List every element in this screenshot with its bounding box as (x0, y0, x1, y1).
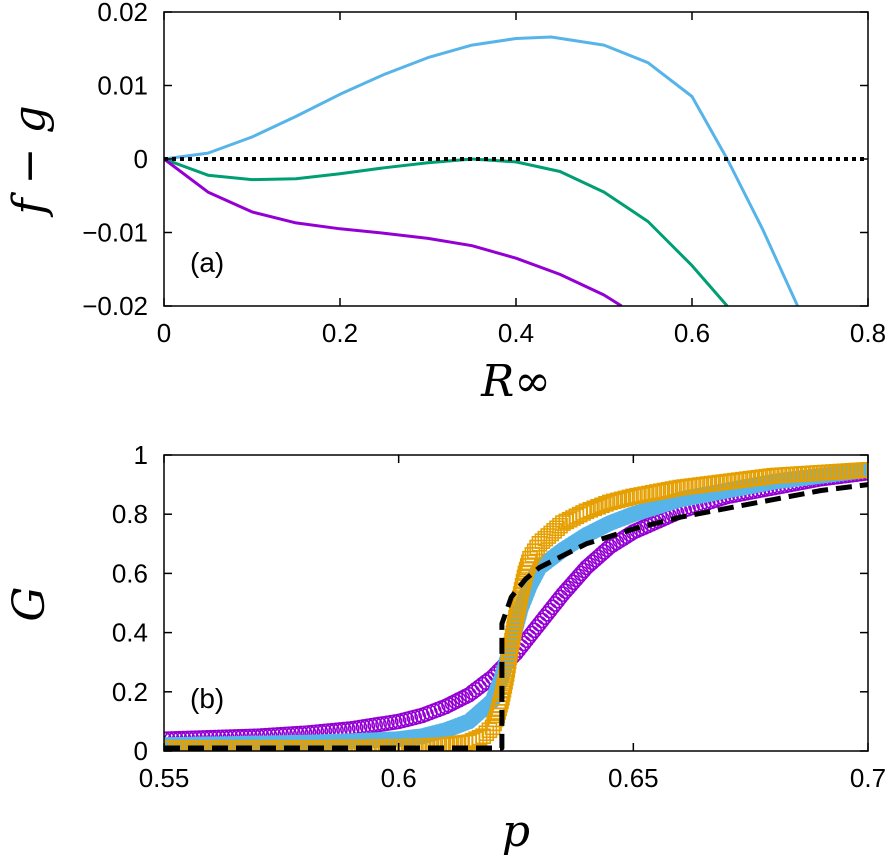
marker-open-square (613, 491, 630, 508)
panel-b-xlabel: p (502, 806, 530, 857)
x-tick-label: 0.2 (322, 318, 358, 348)
marker-open-circle (581, 557, 598, 573)
marker-open-square (586, 500, 603, 517)
y-tick-label: 0 (134, 144, 148, 174)
x-tick-label: 0.7 (850, 763, 886, 793)
panel-b-label: (b) (190, 683, 224, 714)
series-line-a-1 (164, 157, 729, 306)
panel-a-xlabel: R∞ (480, 356, 551, 407)
marker-open-square (594, 497, 610, 514)
panel-a-ylabel: f − g (4, 105, 55, 217)
marker-open-circle (590, 549, 606, 565)
panel-b: 0.55 0.6 0.65 0.7 0 0.2 0.4 0.6 0.8 1 (b) p G (4, 440, 886, 857)
y-tick-label: 0.2 (112, 677, 148, 707)
marker-open-square (602, 494, 618, 511)
x-tick-label: 0.65 (608, 763, 659, 793)
series-line-a-0 (164, 35, 799, 306)
marker-open-circle (578, 559, 595, 576)
y-tick-label: 0.01 (97, 71, 148, 101)
y-tick-label: 1 (134, 440, 148, 470)
panel-a-curves (164, 35, 868, 306)
marker-open-circle (568, 571, 584, 588)
y-tick-label: 0.4 (112, 618, 148, 648)
marker-open-circle (562, 577, 579, 594)
plot-area-b (164, 461, 868, 751)
panel-a-ticks: 0 0.2 0.4 0.6 0.8 −0.02 −0.01 0 0.01 0.02 (82, 0, 886, 348)
marker-open-circle (565, 574, 582, 591)
marker-open-square (609, 492, 626, 509)
marker-open-circle (570, 568, 587, 585)
x-tick-label: 0.6 (381, 763, 417, 793)
marker-open-circle (557, 583, 574, 599)
y-tick-label: 0.02 (97, 0, 148, 27)
marker-open-circle (560, 580, 576, 597)
marker-open-square (582, 501, 599, 518)
marker-open-square (484, 719, 501, 736)
y-tick-label: −0.02 (82, 291, 148, 321)
panel-b-frame (163, 454, 869, 752)
y-tick-label: 0 (134, 736, 148, 766)
series-b-2 (164, 461, 868, 751)
marker-open-square (590, 498, 606, 515)
marker-open-circle (573, 565, 589, 582)
marker-open-square (605, 493, 622, 510)
x-tick-label: 0.4 (498, 318, 534, 348)
y-tick-label: 0.6 (112, 558, 148, 588)
marker-open-circle (593, 546, 609, 563)
panel-a-label: (a) (190, 247, 224, 278)
panel-b-curves (164, 461, 868, 751)
series-line-b-3 (164, 482, 868, 751)
panel-b-ylabel: G (4, 586, 55, 621)
x-tick-label: 0.8 (850, 318, 886, 348)
marker-open-square (515, 573, 532, 590)
marker-open-square (514, 578, 531, 594)
marker-open-circle (575, 562, 592, 579)
panel-b-ticks: 0.55 0.6 0.65 0.7 0 0.2 0.4 0.6 0.8 1 (112, 440, 886, 793)
marker-open-square (621, 489, 638, 506)
marker-open-square (578, 503, 595, 520)
x-tick-label: 0.55 (139, 763, 190, 793)
x-tick-label: 0 (157, 318, 171, 348)
marker-open-square (598, 496, 614, 512)
series-line-a-2 (164, 157, 623, 306)
y-tick-label: 0.8 (112, 499, 148, 529)
marker-open-square (516, 569, 533, 586)
y-tick-label: −0.01 (82, 218, 148, 248)
marker-open-circle (555, 586, 571, 602)
marker-open-square (617, 490, 634, 507)
x-tick-label: 0.6 (674, 318, 710, 348)
plot-area-a (164, 35, 868, 306)
marker-open-circle (587, 551, 604, 568)
marker-open-circle (584, 554, 601, 571)
marker-open-square (860, 461, 868, 478)
